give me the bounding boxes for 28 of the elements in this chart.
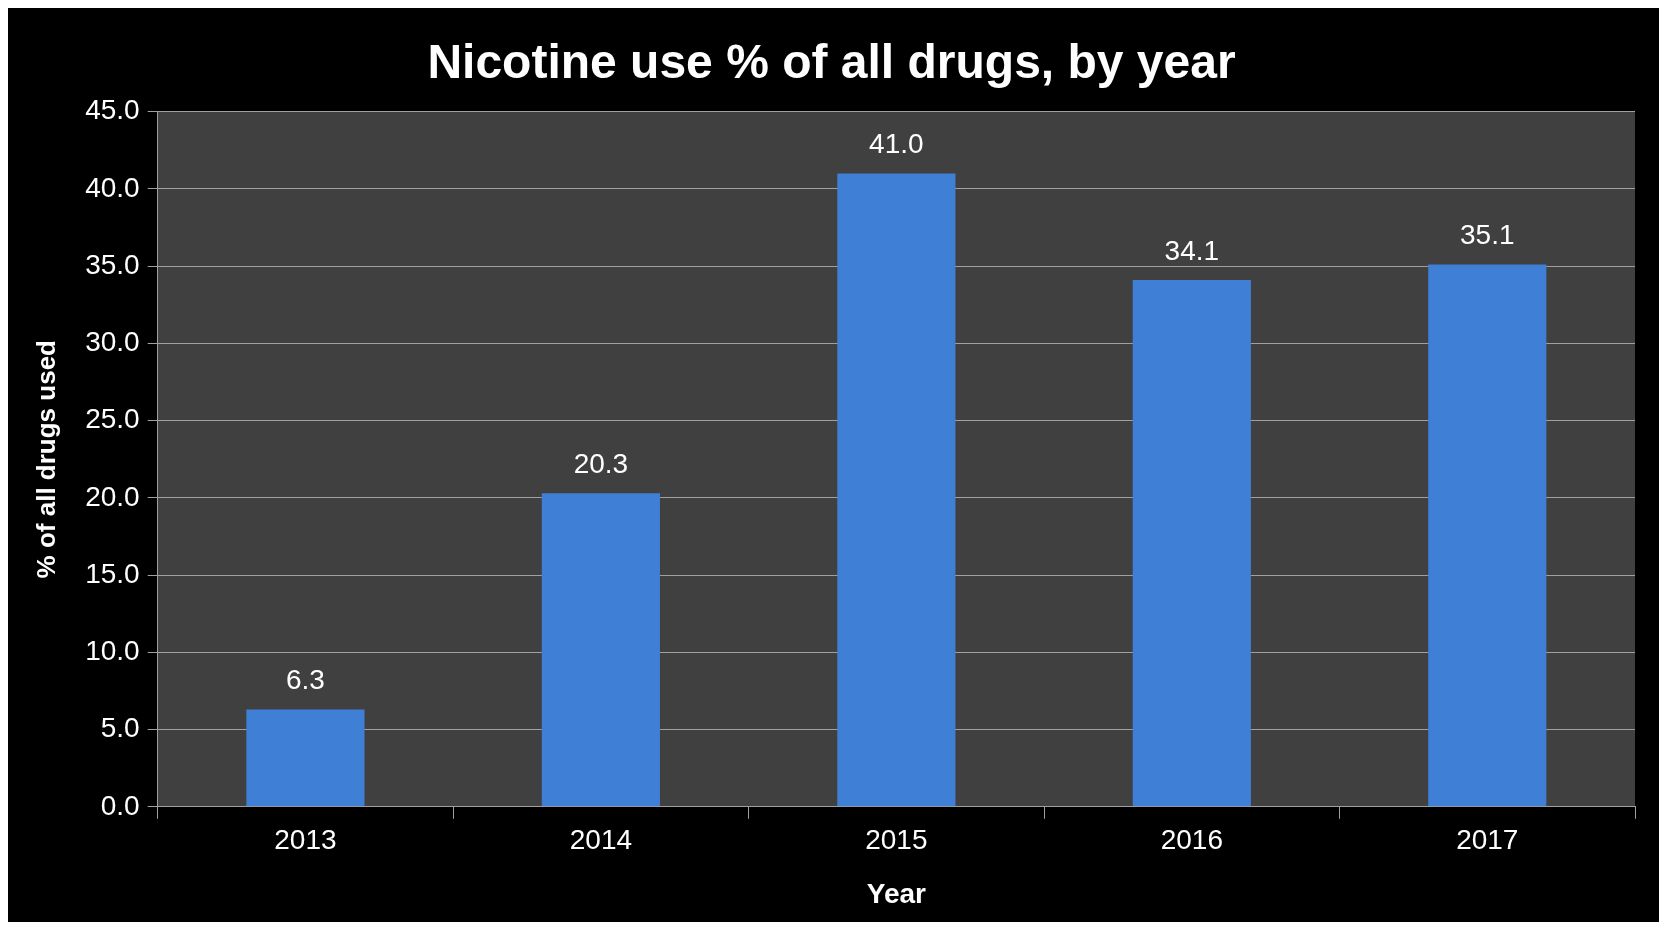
- y-tick-label: 35.0: [85, 248, 140, 280]
- x-tick-label: 2014: [569, 824, 633, 856]
- x-tick-label: 2017: [1456, 824, 1519, 856]
- data-label: 41.0: [869, 128, 924, 160]
- y-tick-label: 15.0: [85, 557, 140, 589]
- y-axis-title: % of all drugs used: [30, 340, 61, 579]
- data-label: 20.3: [573, 447, 629, 479]
- y-tick-label: 20.0: [85, 480, 140, 512]
- y-tick-label: 25.0: [85, 403, 140, 435]
- x-axis-title: Year: [866, 877, 927, 909]
- y-tick-label: 45.0: [85, 94, 140, 126]
- bar: [1428, 264, 1547, 807]
- bar: [837, 173, 956, 807]
- bar: [1132, 279, 1251, 807]
- y-tick-label: 40.0: [85, 171, 140, 203]
- y-tick-label: 5.0: [100, 712, 140, 744]
- x-tick-label: 2016: [1160, 824, 1223, 856]
- data-label: 34.1: [1164, 234, 1220, 266]
- x-tick-label: 2015: [865, 824, 928, 856]
- bar: [246, 709, 365, 807]
- y-tick-label: 0.0: [100, 789, 140, 821]
- data-label: 35.1: [1460, 219, 1515, 251]
- data-label: 6.3: [285, 664, 325, 696]
- chart-title: Nicotine use % of all drugs, by year: [427, 35, 1236, 89]
- bar: [541, 493, 660, 807]
- y-tick-label: 10.0: [85, 635, 140, 667]
- y-tick-label: 30.0: [85, 326, 140, 358]
- x-tick-label: 2013: [274, 824, 337, 856]
